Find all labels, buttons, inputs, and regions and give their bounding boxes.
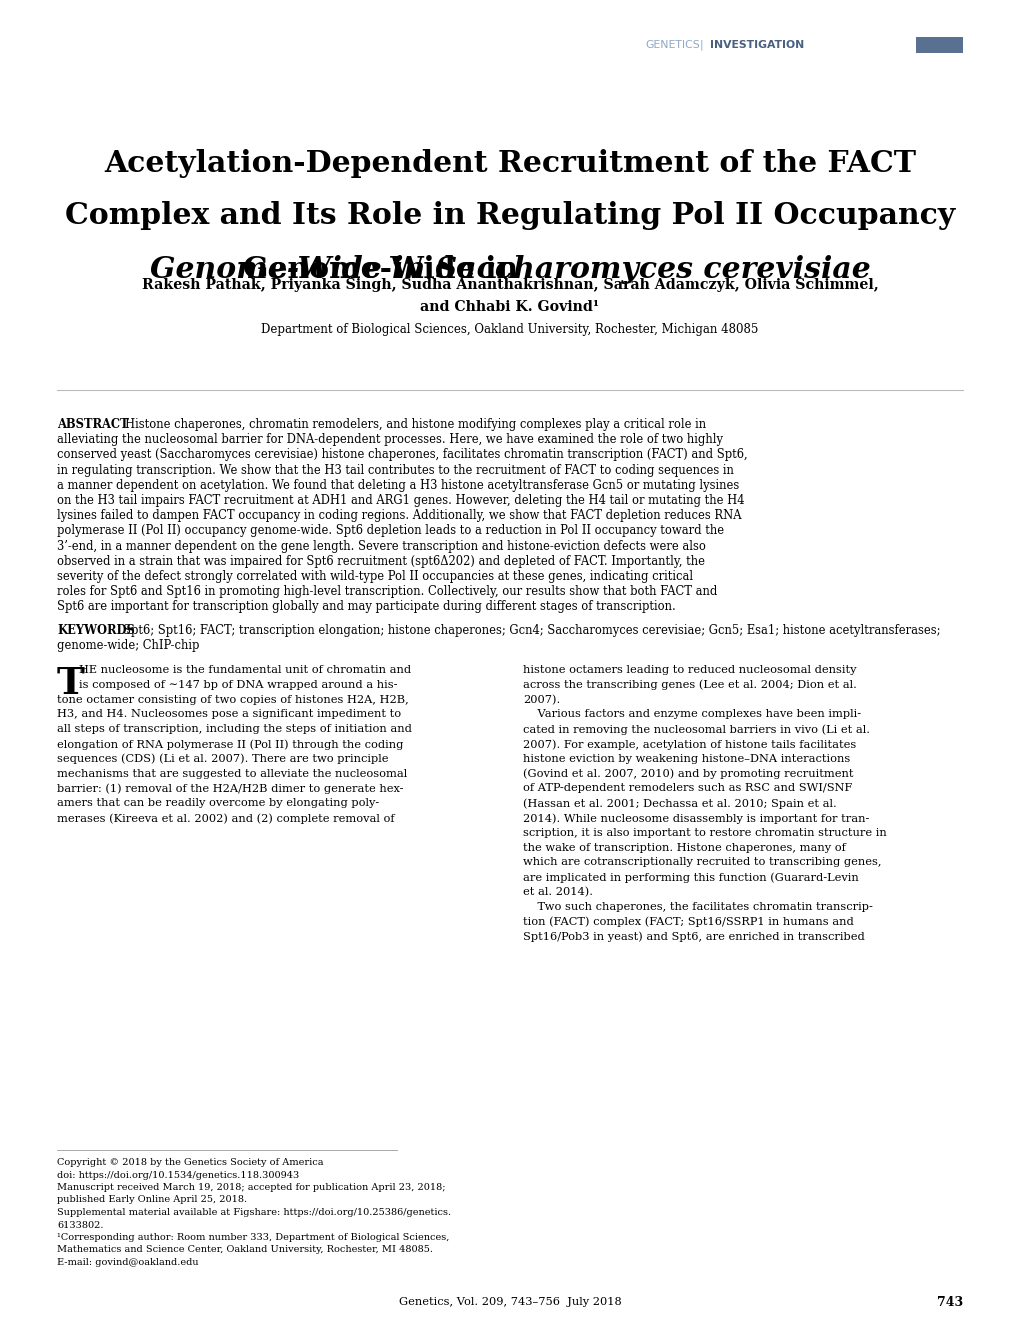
Text: which are cotranscriptionally recruited to transcribing genes,: which are cotranscriptionally recruited …: [523, 858, 880, 867]
Text: Spt6 are important for transcription globally and may participate during differe: Spt6 are important for transcription glo…: [57, 600, 676, 613]
Text: are implicated in performing this function (Guarard-Levin: are implicated in performing this functi…: [523, 873, 858, 883]
Text: Complex and Its Role in Regulating Pol II Occupancy: Complex and Its Role in Regulating Pol I…: [65, 201, 954, 230]
Text: merases (Kireeva et al. 2002) and (2) complete removal of: merases (Kireeva et al. 2002) and (2) co…: [57, 813, 394, 824]
Text: 6133802.: 6133802.: [57, 1221, 103, 1230]
Text: Mathematics and Science Center, Oakland University, Rochester, MI 48085.: Mathematics and Science Center, Oakland …: [57, 1246, 433, 1255]
Text: Supplemental material available at Figshare: https://doi.org/10.25386/genetics.: Supplemental material available at Figsh…: [57, 1207, 450, 1217]
Text: on the H3 tail impairs FACT recruitment at ADH1 and ARG1 genes. However, deletin: on the H3 tail impairs FACT recruitment …: [57, 494, 744, 507]
Text: scription, it is also important to restore chromatin structure in: scription, it is also important to resto…: [523, 828, 886, 838]
Text: a manner dependent on acetylation. We found that deleting a H3 histone acetyltra: a manner dependent on acetylation. We fo…: [57, 479, 739, 491]
Text: and Chhabi K. Govind¹: and Chhabi K. Govind¹: [420, 301, 599, 314]
Text: Copyright © 2018 by the Genetics Society of America: Copyright © 2018 by the Genetics Society…: [57, 1158, 323, 1166]
Text: Department of Biological Sciences, Oakland University, Rochester, Michigan 48085: Department of Biological Sciences, Oakla…: [261, 323, 758, 335]
Text: 3’-end, in a manner dependent on the gene length. Severe transcription and histo: 3’-end, in a manner dependent on the gen…: [57, 540, 705, 552]
Text: KEYWORDS: KEYWORDS: [57, 624, 135, 637]
Text: tion (FACT) complex (FACT; Spt16/SSRP1 in humans and: tion (FACT) complex (FACT; Spt16/SSRP1 i…: [523, 916, 853, 927]
Text: doi: https://doi.org/10.1534/genetics.118.300943: doi: https://doi.org/10.1534/genetics.11…: [57, 1170, 299, 1180]
Text: (Hassan et al. 2001; Dechassa et al. 2010; Spain et al.: (Hassan et al. 2001; Dechassa et al. 201…: [523, 798, 836, 809]
Text: |: |: [699, 40, 703, 50]
Text: Genome-Wide in Saccharomyces cerevisiae: Genome-Wide in Saccharomyces cerevisiae: [150, 254, 869, 283]
Text: H3, and H4. Nucleosomes pose a significant impediment to: H3, and H4. Nucleosomes pose a significa…: [57, 710, 400, 719]
Text: severity of the defect strongly correlated with wild-type Pol II occupancies at : severity of the defect strongly correlat…: [57, 571, 693, 583]
Text: all steps of transcription, including the steps of initiation and: all steps of transcription, including th…: [57, 724, 412, 735]
Text: published Early Online April 25, 2018.: published Early Online April 25, 2018.: [57, 1196, 247, 1205]
Text: polymerase II (Pol II) occupancy genome-wide. Spt6 depletion leads to a reductio: polymerase II (Pol II) occupancy genome-…: [57, 524, 723, 538]
Text: Genetics, Vol. 209, 743–756  July 2018: Genetics, Vol. 209, 743–756 July 2018: [398, 1298, 621, 1307]
Text: Manuscript received March 19, 2018; accepted for publication April 23, 2018;: Manuscript received March 19, 2018; acce…: [57, 1184, 445, 1192]
Text: Various factors and enzyme complexes have been impli-: Various factors and enzyme complexes hav…: [523, 710, 860, 719]
Text: 2014). While nucleosome disassembly is important for tran-: 2014). While nucleosome disassembly is i…: [523, 813, 868, 824]
Text: GENETICS: GENETICS: [644, 40, 699, 50]
Text: mechanisms that are suggested to alleviate the nucleosomal: mechanisms that are suggested to allevia…: [57, 769, 407, 779]
Text: Histone chaperones, chromatin remodelers, and histone modifying complexes play a: Histone chaperones, chromatin remodelers…: [125, 418, 705, 432]
Text: Spt6; Spt16; FACT; transcription elongation; histone chaperones; Gcn4; Saccharom: Spt6; Spt16; FACT; transcription elongat…: [123, 624, 940, 637]
Text: INVESTIGATION: INVESTIGATION: [709, 40, 803, 50]
Text: ¹Corresponding author: Room number 333, Department of Biological Sciences,: ¹Corresponding author: Room number 333, …: [57, 1233, 449, 1242]
Text: amers that can be readily overcome by elongating poly-: amers that can be readily overcome by el…: [57, 798, 379, 808]
Text: of ATP-dependent remodelers such as RSC and SWI/SNF: of ATP-dependent remodelers such as RSC …: [523, 784, 852, 793]
Text: alleviating the nucleosomal barrier for DNA-dependent processes. Here, we have e: alleviating the nucleosomal barrier for …: [57, 433, 722, 446]
Text: 2007).: 2007).: [523, 695, 559, 704]
Text: the wake of transcription. Histone chaperones, many of: the wake of transcription. Histone chape…: [523, 842, 845, 853]
Text: tone octamer consisting of two copies of histones H2A, H2B,: tone octamer consisting of two copies of…: [57, 695, 409, 704]
Text: conserved yeast (Saccharomyces cerevisiae) histone chaperones, facilitates chrom: conserved yeast (Saccharomyces cerevisia…: [57, 449, 747, 461]
FancyBboxPatch shape: [915, 37, 962, 53]
Text: Two such chaperones, the facilitates chromatin transcrip-: Two such chaperones, the facilitates chr…: [523, 902, 872, 912]
Text: ABSTRACT: ABSTRACT: [57, 418, 128, 432]
Text: histone eviction by weakening histone–DNA interactions: histone eviction by weakening histone–DN…: [523, 753, 850, 764]
Text: elongation of RNA polymerase II (Pol II) through the coding: elongation of RNA polymerase II (Pol II)…: [57, 739, 403, 749]
Text: Genome-Wide in: Genome-Wide in: [243, 254, 776, 283]
Text: E-mail: govind@oakland.edu: E-mail: govind@oakland.edu: [57, 1258, 199, 1267]
Text: cated in removing the nucleosomal barriers in vivo (Li et al.: cated in removing the nucleosomal barrie…: [523, 724, 869, 735]
Text: HE nucleosome is the fundamental unit of chromatin and: HE nucleosome is the fundamental unit of…: [78, 665, 411, 675]
Text: is composed of ∼147 bp of DNA wrapped around a his-: is composed of ∼147 bp of DNA wrapped ar…: [78, 679, 397, 690]
Text: sequences (CDS) (Li et al. 2007). There are two principle: sequences (CDS) (Li et al. 2007). There …: [57, 753, 388, 764]
Text: Acetylation-Dependent Recruitment of the FACT: Acetylation-Dependent Recruitment of the…: [104, 148, 915, 177]
Text: et al. 2014).: et al. 2014).: [523, 887, 592, 898]
Text: 743: 743: [936, 1295, 962, 1308]
Text: Spt16/Pob3 in yeast) and Spt6, are enriched in transcribed: Spt16/Pob3 in yeast) and Spt6, are enric…: [523, 931, 864, 941]
Text: observed in a strain that was impaired for Spt6 recruitment (spt6Δ202) and deple: observed in a strain that was impaired f…: [57, 555, 704, 568]
Text: genome-wide; ChIP-chip: genome-wide; ChIP-chip: [57, 638, 199, 651]
Text: 2007). For example, acetylation of histone tails facilitates: 2007). For example, acetylation of histo…: [523, 739, 855, 749]
Text: across the transcribing genes (Lee et al. 2004; Dion et al.: across the transcribing genes (Lee et al…: [523, 679, 856, 690]
Text: in regulating transcription. We show that the H3 tail contributes to the recruit: in regulating transcription. We show tha…: [57, 463, 733, 477]
Text: Rakesh Pathak, Priyanka Singh, Sudha Ananthakrishnan, Sarah Adamczyk, Olivia Sch: Rakesh Pathak, Priyanka Singh, Sudha Ana…: [142, 278, 877, 293]
Text: T: T: [57, 665, 85, 702]
Text: histone octamers leading to reduced nucleosomal density: histone octamers leading to reduced nucl…: [523, 665, 856, 675]
Text: barrier: (1) removal of the H2A/H2B dimer to generate hex-: barrier: (1) removal of the H2A/H2B dime…: [57, 784, 404, 794]
Text: (Govind et al. 2007, 2010) and by promoting recruitment: (Govind et al. 2007, 2010) and by promot…: [523, 769, 853, 779]
Text: lysines failed to dampen FACT occupancy in coding regions. Additionally, we show: lysines failed to dampen FACT occupancy …: [57, 510, 741, 522]
Text: roles for Spt6 and Spt16 in promoting high-level transcription. Collectively, ou: roles for Spt6 and Spt16 in promoting hi…: [57, 585, 716, 598]
